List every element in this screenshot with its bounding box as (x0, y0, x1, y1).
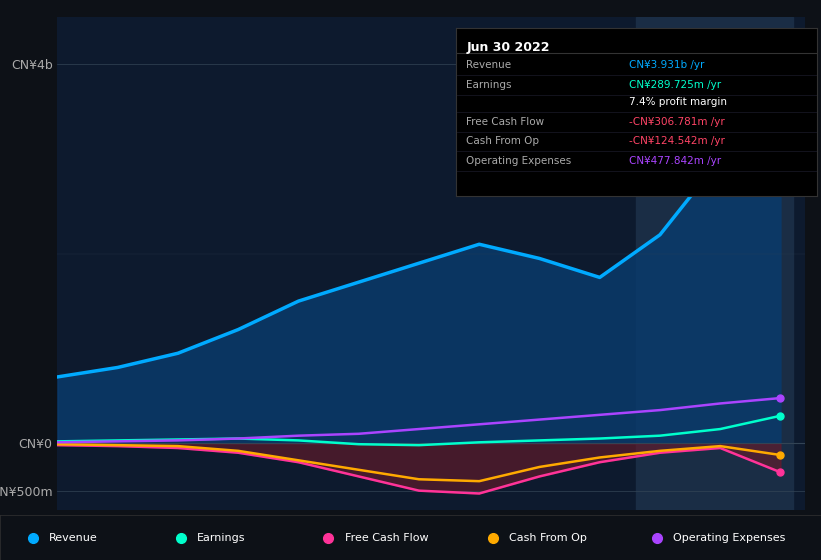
Text: CN¥3.931b /yr: CN¥3.931b /yr (629, 60, 704, 70)
Text: Free Cash Flow: Free Cash Flow (345, 533, 429, 543)
Text: -CN¥124.542m /yr: -CN¥124.542m /yr (629, 136, 725, 146)
Text: Revenue: Revenue (466, 60, 511, 70)
Text: -CN¥306.781m /yr: -CN¥306.781m /yr (629, 117, 725, 127)
Text: CN¥289.725m /yr: CN¥289.725m /yr (629, 80, 721, 90)
Text: CN¥477.842m /yr: CN¥477.842m /yr (629, 156, 721, 166)
Text: Cash From Op: Cash From Op (466, 136, 539, 146)
Bar (636, 17, 792, 510)
Text: Operating Expenses: Operating Expenses (466, 156, 571, 166)
Text: Earnings: Earnings (466, 80, 512, 90)
Text: Cash From Op: Cash From Op (509, 533, 587, 543)
Text: Jun 30 2022: Jun 30 2022 (466, 41, 550, 54)
Text: Operating Expenses: Operating Expenses (673, 533, 786, 543)
Text: Earnings: Earnings (197, 533, 245, 543)
Text: 7.4% profit margin: 7.4% profit margin (629, 97, 727, 107)
Text: Revenue: Revenue (49, 533, 98, 543)
Text: Free Cash Flow: Free Cash Flow (466, 117, 544, 127)
